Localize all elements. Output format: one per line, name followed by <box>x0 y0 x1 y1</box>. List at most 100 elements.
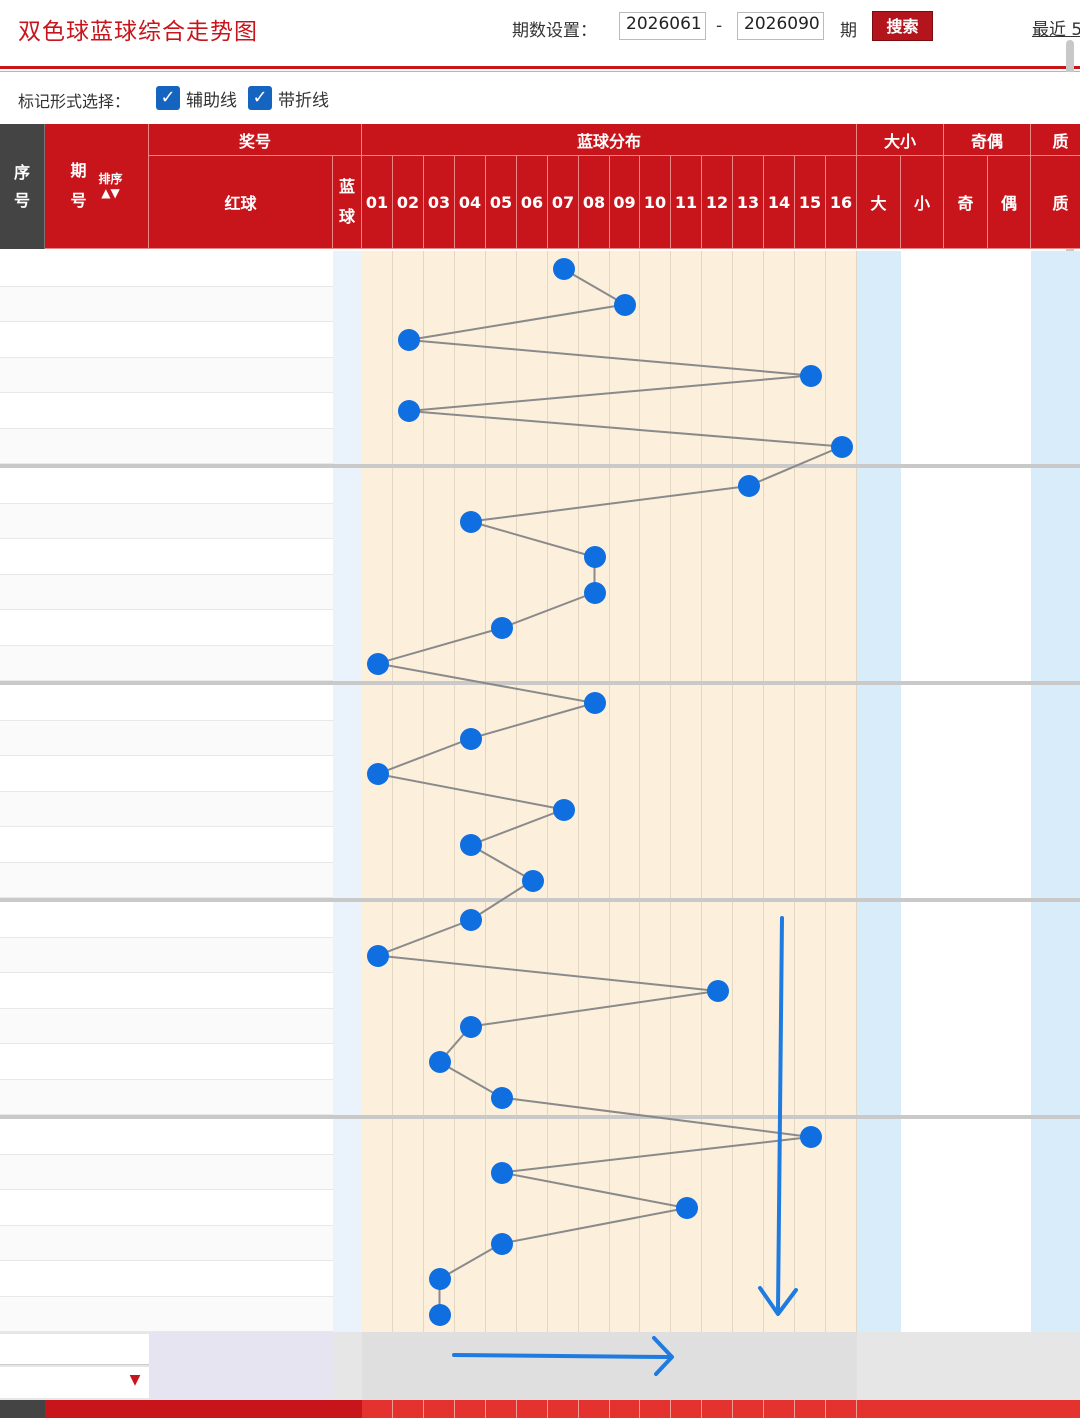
dist-cell <box>517 646 548 681</box>
hit-ball <box>522 870 544 892</box>
row-blue-ball <box>333 610 362 646</box>
dist-cell <box>579 973 610 1009</box>
row-seq <box>0 1044 45 1080</box>
big-cell <box>857 973 901 1009</box>
dist-cell <box>610 322 640 358</box>
dist-cell <box>424 973 455 1009</box>
prime-cell <box>1031 827 1080 863</box>
sort-toggle[interactable]: 排序 ▲▼ <box>98 172 123 200</box>
issue-header-label: 期 号 <box>70 161 87 210</box>
dist-cell <box>610 938 640 973</box>
dist-cell <box>702 646 733 681</box>
dist-cell <box>362 322 393 358</box>
hit-ball <box>460 834 482 856</box>
big-cell <box>857 429 901 464</box>
prime-cell <box>1031 685 1080 721</box>
row-issue <box>45 1261 149 1297</box>
dist-cell <box>393 756 424 792</box>
row-red-balls <box>149 1044 333 1080</box>
dist-cell <box>548 504 579 539</box>
dist-cell <box>795 973 826 1009</box>
dist-cell <box>671 1155 702 1190</box>
search-button[interactable]: 搜索 <box>872 11 933 41</box>
dist-cell <box>424 646 455 681</box>
dist-cell <box>826 902 857 938</box>
row-red-balls <box>149 322 333 358</box>
dist-cell <box>362 1261 393 1297</box>
issue-header[interactable]: 期 号排序 ▲▼ <box>45 124 149 249</box>
dist-cell <box>548 1119 579 1155</box>
dist-cell <box>548 938 579 973</box>
row-seq <box>0 902 45 938</box>
predict-row-two[interactable] <box>0 1367 149 1398</box>
dist-cell <box>733 827 764 863</box>
big-cell <box>857 251 901 287</box>
fold-line-checkbox[interactable]: ✓ <box>248 86 272 110</box>
predict-down-arrow-icon[interactable]: ▼ <box>129 1372 141 1388</box>
big-cell <box>857 792 901 827</box>
big-cell <box>857 1155 901 1190</box>
dist-cell <box>702 721 733 756</box>
dist-cell <box>455 610 486 646</box>
dist-cell <box>517 504 548 539</box>
dist-cell <box>702 468 733 504</box>
period-from-input[interactable]: 2026061 <box>619 12 706 40</box>
dist-cell <box>640 1080 671 1115</box>
row-issue <box>45 468 149 504</box>
dist-cell <box>640 721 671 756</box>
dist-cell <box>517 1226 548 1261</box>
row-blue-ball <box>333 287 362 322</box>
period-to-input[interactable]: 2026090 <box>737 12 824 40</box>
dist-cell <box>610 393 640 429</box>
dist-cell <box>548 902 579 938</box>
aux-line-checkbox[interactable]: ✓ <box>156 86 180 110</box>
odd-cell <box>944 902 988 938</box>
prime-cell <box>1031 322 1080 358</box>
dist-cell <box>826 792 857 827</box>
hit-ball <box>491 617 513 639</box>
footer-number-cell <box>733 1400 764 1418</box>
row-seq <box>0 539 45 575</box>
dist-cell <box>362 1044 393 1080</box>
dist-cell <box>393 287 424 322</box>
dist-cell <box>826 973 857 1009</box>
dist-cell <box>764 938 795 973</box>
row-seq <box>0 251 45 287</box>
dist-cell <box>362 1009 393 1044</box>
dist-cell <box>486 827 517 863</box>
dist-cell <box>764 902 795 938</box>
dist-cell <box>517 1044 548 1080</box>
small-cell <box>901 646 944 681</box>
dist-cell <box>640 287 671 322</box>
even-header: 偶 <box>988 156 1031 249</box>
row-blue-ball <box>333 756 362 792</box>
row-issue <box>45 756 149 792</box>
trend-table: 序 号期 号排序 ▲▼ 奖号 红球蓝 球蓝球分布 01 02 03 04 05 06 07 08 09… <box>0 124 1080 1418</box>
recent-link[interactable]: 最近 5 <box>1032 20 1080 40</box>
hit-ball <box>398 329 420 351</box>
dist-cell <box>671 827 702 863</box>
odd-cell <box>944 721 988 756</box>
dist-cell <box>362 973 393 1009</box>
dist-cell <box>733 721 764 756</box>
dist-cell <box>702 610 733 646</box>
dist-cell <box>517 1155 548 1190</box>
dist-cell <box>640 251 671 287</box>
dist-cell <box>764 1044 795 1080</box>
row-issue <box>45 358 149 393</box>
row-seq <box>0 646 45 681</box>
hit-ball <box>367 945 389 967</box>
even-cell <box>988 756 1031 792</box>
dist-cell <box>393 863 424 898</box>
row-seq <box>0 721 45 756</box>
dist-cell <box>486 1190 517 1226</box>
dist-cell <box>826 756 857 792</box>
row-blue-ball <box>333 827 362 863</box>
prime-cell <box>1031 792 1080 827</box>
dist-cell <box>671 1297 702 1332</box>
period-dash: - <box>716 16 723 36</box>
even-cell <box>988 938 1031 973</box>
predict-row-one[interactable] <box>0 1334 149 1365</box>
dist-cell <box>702 902 733 938</box>
big-cell <box>857 1297 901 1332</box>
